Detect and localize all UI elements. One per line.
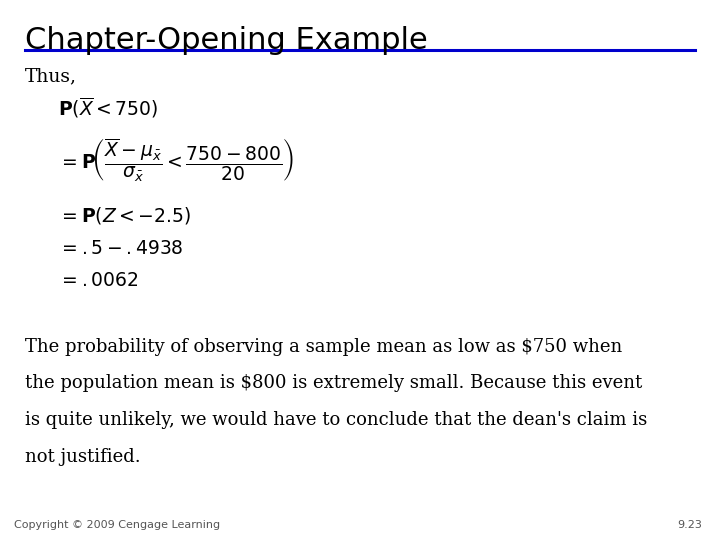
Text: Copyright © 2009 Cengage Learning: Copyright © 2009 Cengage Learning [14,520,220,530]
Text: is quite unlikely, we would have to conclude that the dean's claim is: is quite unlikely, we would have to conc… [25,411,647,429]
Text: The probability of observing a sample mean as low as $750 when: The probability of observing a sample me… [25,338,623,355]
Text: Chapter-Opening Example: Chapter-Opening Example [25,26,428,55]
Text: not justified.: not justified. [25,448,141,465]
Text: $\mathbf{P}(\overline{X} < 750)$: $\mathbf{P}(\overline{X} < 750)$ [58,96,158,120]
Text: $= .5 - .4938$: $= .5 - .4938$ [58,239,183,258]
Text: 9.23: 9.23 [677,520,702,530]
Text: the population mean is $800 is extremely small. Because this event: the population mean is $800 is extremely… [25,374,642,392]
Text: Thus,: Thus, [25,68,77,85]
Text: $= \mathbf{P}(Z < -2.5)$: $= \mathbf{P}(Z < -2.5)$ [58,206,191,226]
Text: $= \mathbf{P}\!\left(\dfrac{\overline{X} - \mu_{\bar{x}}}{\sigma_{\bar{x}}} < \d: $= \mathbf{P}\!\left(\dfrac{\overline{X}… [58,136,294,183]
Text: $= .0062$: $= .0062$ [58,271,138,291]
